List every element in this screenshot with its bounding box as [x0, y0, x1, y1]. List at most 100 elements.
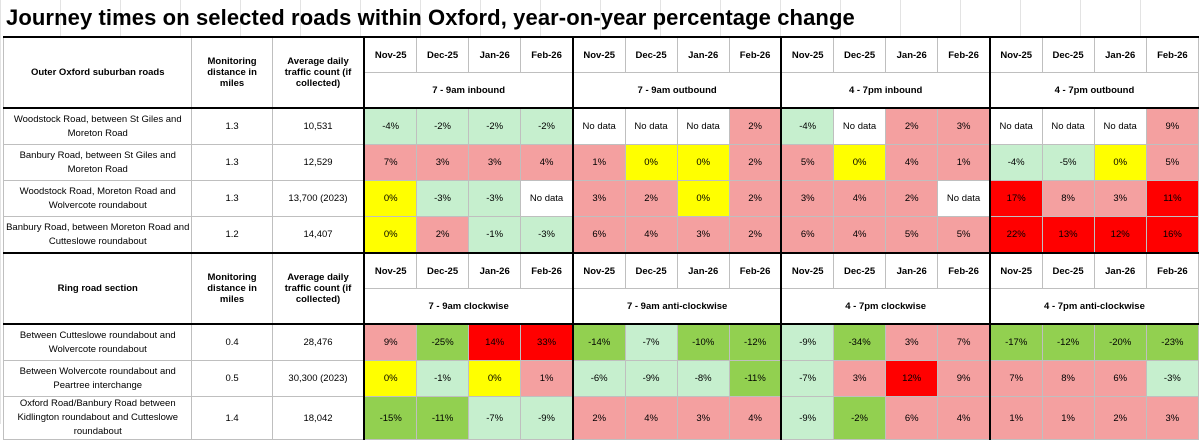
month-header: Feb-26	[728, 36, 782, 73]
percent-change-cell: 13%	[1041, 216, 1095, 254]
percent-change-cell: 0%	[624, 144, 678, 181]
month-header: Nov-25	[780, 252, 835, 289]
month-header: Feb-26	[728, 252, 782, 289]
distance-header: Monitoring distance in miles	[191, 252, 273, 325]
percent-change-cell: No data	[520, 180, 574, 217]
percent-change-cell: 3%	[676, 396, 730, 440]
period-header: 4 - 7pm anti-clockwise	[988, 288, 1199, 325]
percent-change-cell: -3%	[468, 180, 522, 217]
percent-change-cell: 0%	[676, 180, 730, 217]
percent-change-cell: -2%	[520, 107, 574, 145]
period-header-row: 7 - 9am inbound 7 - 9am outbound 4 - 7pm i…	[4, 72, 1199, 109]
month-header: Jan-26	[468, 252, 522, 289]
traffic-value: 10,531	[271, 107, 365, 145]
percent-change-cell: 16%	[1145, 216, 1200, 254]
month-header: Dec-25	[1041, 252, 1095, 289]
percent-change-cell: 6%	[571, 216, 626, 254]
percent-change-cell: 3%	[1093, 180, 1147, 217]
percent-change-cell: -15%	[363, 396, 418, 440]
percent-change-cell: -2%	[468, 107, 522, 145]
percent-change-cell: 1%	[1041, 396, 1095, 440]
period-header: 4 - 7pm inbound	[780, 72, 991, 109]
month-header: Dec-25	[832, 252, 887, 289]
percent-change-cell: -4%	[988, 144, 1043, 181]
percent-change-cell: 7%	[988, 360, 1043, 397]
percent-change-cell: 0%	[468, 360, 522, 397]
month-header: Nov-25	[988, 36, 1043, 73]
percent-change-cell: 1%	[937, 144, 991, 181]
table-row: Banbury Road, between Moreton Road and C…	[2, 216, 1200, 254]
road-name: Woodstock Road, between St Giles and Mor…	[2, 107, 193, 145]
period-header: 7 - 9am outbound	[571, 72, 782, 109]
percent-change-cell: 9%	[1145, 107, 1200, 145]
traffic-value: 28,476	[271, 323, 365, 361]
period-header-row: 7 - 9am clockwise 7 - 9am anti-clockwise 4…	[4, 288, 1199, 325]
percent-change-cell: 12%	[885, 360, 939, 397]
table-row: Woodstock Road, between St Giles and Mor…	[2, 107, 1200, 145]
traffic-value: 13,700 (2023)	[271, 180, 365, 217]
percent-change-cell: 1%	[571, 144, 626, 181]
percent-change-cell: -20%	[1093, 323, 1147, 361]
percent-change-cell: 3%	[885, 323, 939, 361]
traffic-header: Average daily traffic count (if collecte…	[271, 252, 365, 325]
percent-change-cell: -14%	[571, 323, 626, 361]
percent-change-cell: 2%	[728, 144, 782, 181]
percent-change-cell: 2%	[885, 107, 939, 145]
percent-change-cell: -1%	[468, 216, 522, 254]
percent-change-cell: 0%	[363, 216, 418, 254]
month-header: Jan-26	[676, 252, 730, 289]
section-heading: Outer Oxford suburban roads	[2, 36, 193, 109]
section-heading: Ring road section	[2, 252, 193, 325]
percent-change-cell: 2%	[728, 107, 782, 145]
percent-change-cell: -2%	[832, 396, 887, 440]
percent-change-cell: -2%	[415, 107, 470, 145]
percent-change-cell: 4%	[885, 144, 939, 181]
percent-change-cell: 11%	[1145, 180, 1200, 217]
period-header: 7 - 9am anti-clockwise	[571, 288, 782, 325]
percent-change-cell: -3%	[520, 216, 574, 254]
percent-change-cell: 0%	[363, 360, 418, 397]
percent-change-cell: -34%	[832, 323, 887, 361]
percent-change-cell: 3%	[937, 107, 991, 145]
month-header: Feb-26	[1145, 252, 1200, 289]
month-header: Dec-25	[415, 36, 470, 73]
percent-change-cell: 33%	[520, 323, 574, 361]
distance-value: 1.3	[191, 180, 273, 217]
traffic-header: Average daily traffic count (if collecte…	[271, 36, 365, 109]
percent-change-cell: 0%	[363, 180, 418, 217]
month-header: Jan-26	[885, 36, 939, 73]
percent-change-cell: 4%	[624, 216, 678, 254]
percent-change-cell: 2%	[624, 180, 678, 217]
journey-times-table: Outer Oxford suburban roads Monitoring di…	[2, 36, 1200, 440]
percent-change-cell: -9%	[780, 323, 835, 361]
month-header: Feb-26	[937, 36, 991, 73]
percent-change-cell: -11%	[415, 396, 470, 440]
distance-value: 1.4	[191, 396, 273, 440]
month-header: Dec-25	[832, 36, 887, 73]
page-title: Journey times on selected roads within O…	[6, 5, 855, 30]
road-name: Between Wolvercote roundabout and Peartr…	[2, 360, 193, 397]
traffic-value: 12,529	[271, 144, 365, 181]
traffic-value: 18,042	[271, 396, 365, 440]
table-row: Oxford Road/Banbury Road between Kidling…	[2, 396, 1200, 440]
month-header: Dec-25	[415, 252, 470, 289]
month-header: Nov-25	[571, 36, 626, 73]
percent-change-cell: 4%	[520, 144, 574, 181]
month-header: Dec-25	[624, 252, 678, 289]
month-header-row: Outer Oxford suburban roads Monitoring di…	[2, 36, 1200, 109]
month-header: Nov-25	[571, 252, 626, 289]
percent-change-cell: 2%	[728, 180, 782, 217]
percent-change-cell: 7%	[363, 144, 418, 181]
distance-value: 1.3	[191, 144, 273, 181]
road-name: Banbury Road, between St Giles and Moret…	[2, 144, 193, 181]
percent-change-cell: -12%	[728, 323, 782, 361]
percent-change-cell: -9%	[780, 396, 835, 440]
percent-change-cell: 2%	[571, 396, 626, 440]
table-row: Between Cutteslowe roundabout and Wolver…	[2, 323, 1200, 361]
month-header: Nov-25	[363, 252, 418, 289]
percent-change-cell: 2%	[1093, 396, 1147, 440]
percent-change-cell: 3%	[676, 216, 730, 254]
month-header: Jan-26	[468, 36, 522, 73]
month-header: Jan-26	[1093, 252, 1147, 289]
percent-change-cell: -3%	[415, 180, 470, 217]
